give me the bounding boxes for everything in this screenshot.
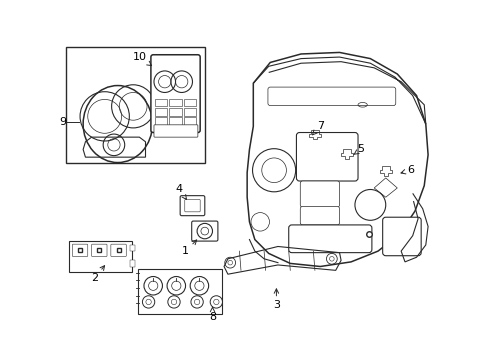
Text: 6: 6 xyxy=(400,165,413,175)
FancyBboxPatch shape xyxy=(382,217,420,256)
Bar xyxy=(130,260,135,266)
FancyBboxPatch shape xyxy=(91,244,107,256)
FancyBboxPatch shape xyxy=(138,269,221,314)
Bar xyxy=(183,99,196,106)
Text: 5: 5 xyxy=(353,144,364,154)
FancyBboxPatch shape xyxy=(184,199,200,212)
Bar xyxy=(66,47,204,163)
FancyBboxPatch shape xyxy=(191,221,218,241)
Bar xyxy=(169,108,182,116)
FancyBboxPatch shape xyxy=(288,225,371,253)
Text: 9: 9 xyxy=(59,117,66,127)
FancyBboxPatch shape xyxy=(111,244,126,256)
FancyBboxPatch shape xyxy=(296,132,357,181)
Bar xyxy=(183,108,196,116)
FancyBboxPatch shape xyxy=(154,125,198,137)
Text: 1: 1 xyxy=(182,240,196,256)
Text: 2: 2 xyxy=(91,266,104,283)
FancyBboxPatch shape xyxy=(300,206,339,225)
Bar xyxy=(130,245,135,251)
FancyBboxPatch shape xyxy=(180,195,204,216)
FancyBboxPatch shape xyxy=(69,241,132,272)
Bar xyxy=(183,117,196,125)
Bar xyxy=(154,108,167,116)
Bar xyxy=(169,117,182,125)
Text: 4: 4 xyxy=(176,184,186,199)
FancyBboxPatch shape xyxy=(151,55,200,132)
Text: 7: 7 xyxy=(312,121,323,135)
FancyBboxPatch shape xyxy=(300,181,339,207)
Text: 8: 8 xyxy=(208,307,216,321)
Bar xyxy=(154,117,167,125)
Text: 10: 10 xyxy=(132,52,151,66)
Bar xyxy=(169,99,182,106)
FancyBboxPatch shape xyxy=(267,87,395,105)
Bar xyxy=(154,99,167,106)
FancyBboxPatch shape xyxy=(72,244,87,256)
Text: 3: 3 xyxy=(272,289,279,310)
